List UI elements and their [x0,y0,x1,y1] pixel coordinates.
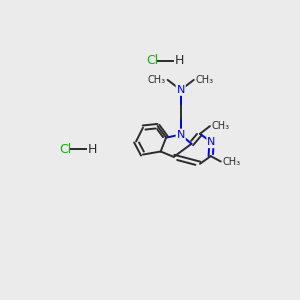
Text: CH₃: CH₃ [195,75,214,85]
Text: H: H [88,143,97,156]
Text: CH₃: CH₃ [222,157,240,166]
Text: Cl: Cl [146,54,158,67]
Text: Cl: Cl [59,143,71,156]
Text: CH₃: CH₃ [148,75,166,85]
Text: CH₃: CH₃ [212,121,230,131]
Text: H: H [175,54,184,67]
Text: N: N [207,137,216,147]
Text: N: N [176,130,185,140]
Text: N: N [176,85,185,95]
